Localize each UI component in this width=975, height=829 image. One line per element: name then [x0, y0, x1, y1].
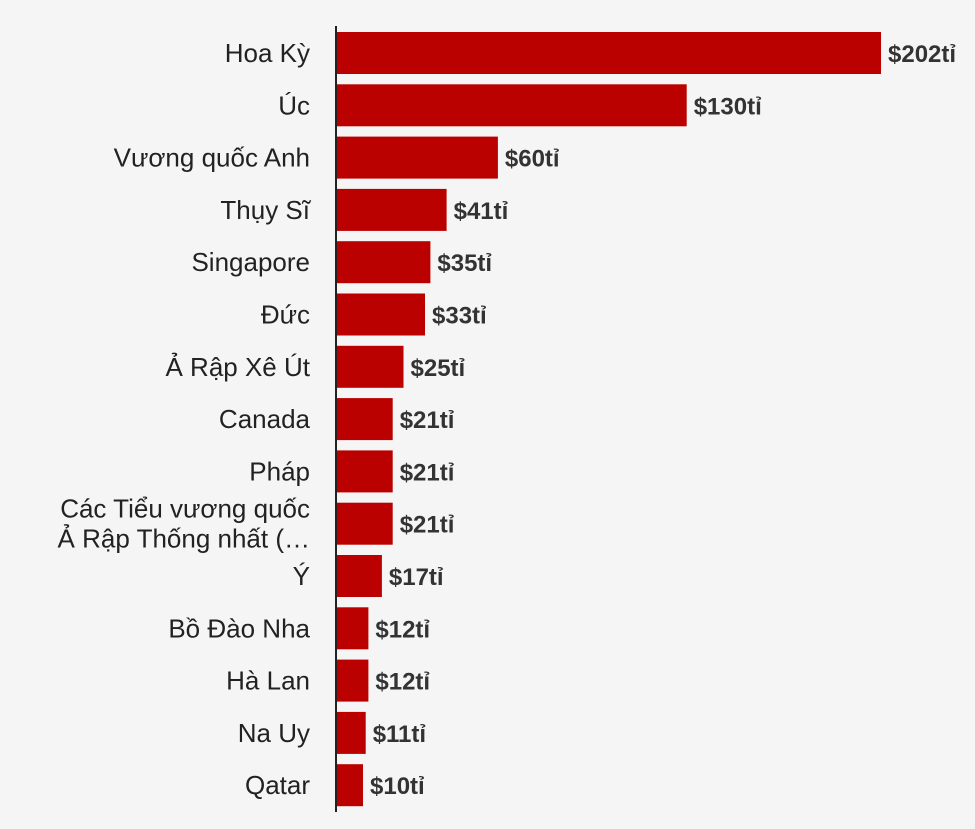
category-label-9-line-0: Các Tiểu vương quốc — [60, 494, 310, 524]
value-label-0: $202tỉ — [888, 41, 956, 68]
value-label-2: $60tỉ — [505, 146, 560, 173]
category-label-8: Pháp — [249, 456, 310, 486]
category-label-10: Ý — [293, 561, 310, 591]
value-labels-group: $202tỉ $130tỉ $60tỉ $41tỉ $35tỉ $33tỉ $25tỉ $21… — [370, 41, 956, 800]
value-label-10: $17tỉ — [389, 564, 444, 591]
category-label-11: Bồ Đào Nha — [168, 613, 310, 643]
category-label-14: Qatar — [245, 770, 310, 800]
value-label-14: $10tỉ — [370, 773, 425, 800]
bar-5 — [336, 293, 425, 336]
value-label-1: $130tỉ — [694, 93, 762, 120]
category-label-1: Úc — [278, 90, 310, 120]
value-label-5: $33tỉ — [432, 303, 487, 330]
bar-9 — [336, 502, 393, 545]
bar-0 — [336, 32, 881, 74]
value-label-11: $12tỉ — [375, 616, 430, 643]
bar-10 — [336, 555, 382, 597]
bar-6 — [336, 345, 404, 388]
bar-12 — [336, 659, 369, 702]
category-label-7: Canada — [219, 404, 311, 434]
value-label-7: $21tỉ — [400, 407, 455, 434]
category-label-13: Na Uy — [238, 718, 310, 748]
category-label-9: Các Tiểu vương quốc Ả Rập Thống nhất (… — [58, 494, 310, 554]
bar-13 — [336, 711, 366, 754]
value-label-13: $11tỉ — [373, 721, 427, 748]
value-label-9: $21tỉ — [400, 512, 455, 539]
category-label-6: Ả Rập Xê Út — [165, 352, 310, 382]
value-label-8: $21tỉ — [400, 459, 455, 486]
category-label-0: Hoa Kỳ — [225, 38, 310, 68]
value-label-4: $35tỉ — [437, 250, 492, 277]
value-label-3: $41tỉ — [454, 198, 509, 225]
bar-3 — [336, 188, 447, 231]
bar-8 — [336, 450, 393, 493]
bar-11 — [336, 607, 369, 650]
category-label-3: Thụy Sĩ — [220, 195, 311, 225]
category-label-4: Singapore — [191, 247, 310, 277]
category-label-2: Vương quốc Anh — [114, 143, 310, 173]
bar-2 — [336, 136, 498, 179]
category-label-5: Đức — [261, 300, 310, 330]
bar-7 — [336, 398, 393, 441]
bar-1 — [336, 84, 687, 127]
value-label-6: $25tỉ — [411, 355, 466, 382]
category-label-12: Hà Lan — [226, 666, 310, 696]
category-labels-group: Hoa Kỳ Úc Vương quốc Anh Thụy Sĩ Singapore Đứ… — [58, 38, 312, 800]
value-label-12: $12tỉ — [375, 669, 430, 696]
bar-4 — [336, 241, 431, 284]
bar-14 — [336, 764, 363, 807]
bars-group — [336, 32, 881, 807]
category-label-9-line-1: Ả Rập Thống nhất (… — [58, 524, 310, 554]
